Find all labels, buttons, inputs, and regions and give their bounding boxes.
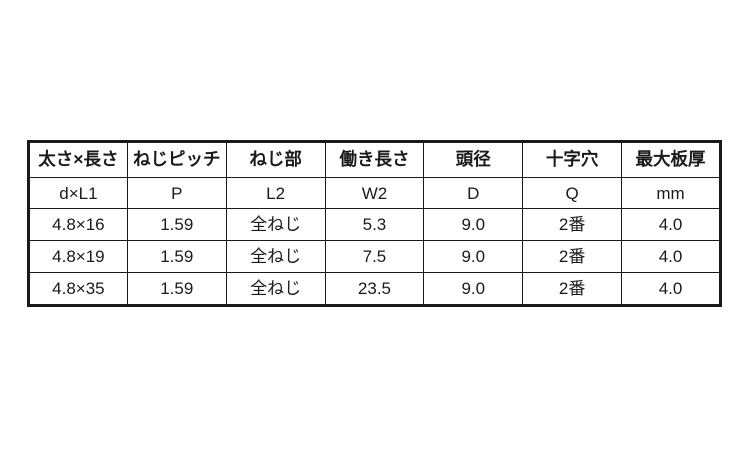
symbol-cell: P xyxy=(126,177,227,209)
table-row: 4.8×19 1.59 全ねじ 7.5 9.0 2番 4.0 xyxy=(28,240,721,273)
data-cell: 1.59 xyxy=(126,272,227,306)
table-row: 4.8×16 1.59 全ねじ 5.3 9.0 2番 4.0 xyxy=(28,208,721,241)
data-cell: 2番 xyxy=(522,240,623,273)
symbol-cell: Q xyxy=(522,177,623,209)
column-header-head-diameter: 頭径 xyxy=(423,141,524,178)
data-cell: 7.5 xyxy=(324,240,425,273)
column-header-thread: ねじ部 xyxy=(225,141,326,178)
data-cell: 全ねじ xyxy=(225,272,326,306)
data-cell: 4.0 xyxy=(621,240,721,273)
data-cell: 2番 xyxy=(522,208,623,241)
data-cell: 23.5 xyxy=(324,272,425,306)
data-cell: 9.0 xyxy=(423,208,524,241)
symbol-cell: D xyxy=(423,177,524,209)
data-cell: 1.59 xyxy=(126,208,227,241)
data-cell: 1.59 xyxy=(126,240,227,273)
data-cell: 4.0 xyxy=(621,272,721,306)
data-cell: 4.8×16 xyxy=(28,208,128,241)
data-cell: 4.0 xyxy=(621,208,721,241)
symbol-cell: mm xyxy=(621,177,721,209)
data-cell: 全ねじ xyxy=(225,240,326,273)
data-cell: 5.3 xyxy=(324,208,425,241)
table-header-row: 太さ×長さ ねじピッチ ねじ部 働き長さ 頭径 十字穴 最大板厚 xyxy=(28,141,721,178)
data-cell: 全ねじ xyxy=(225,208,326,241)
column-header-cross-recess: 十字穴 xyxy=(522,141,623,178)
screw-spec-table: 太さ×長さ ねじピッチ ねじ部 働き長さ 頭径 十字穴 最大板厚 d×L1 P … xyxy=(27,140,722,307)
data-cell: 2番 xyxy=(522,272,623,306)
symbol-cell: W2 xyxy=(324,177,425,209)
column-header-max-plate-thickness: 最大板厚 xyxy=(621,141,721,178)
symbol-cell: L2 xyxy=(225,177,326,209)
data-cell: 4.8×35 xyxy=(28,272,128,306)
data-cell: 9.0 xyxy=(423,272,524,306)
table-symbol-row: d×L1 P L2 W2 D Q mm xyxy=(28,177,721,209)
data-cell: 4.8×19 xyxy=(28,240,128,273)
column-header-size: 太さ×長さ xyxy=(28,141,128,178)
table-row: 4.8×35 1.59 全ねじ 23.5 9.0 2番 4.0 xyxy=(28,272,721,306)
column-header-pitch: ねじピッチ xyxy=(126,141,227,178)
column-header-working-length: 働き長さ xyxy=(324,141,425,178)
data-cell: 9.0 xyxy=(423,240,524,273)
symbol-cell: d×L1 xyxy=(28,177,128,209)
